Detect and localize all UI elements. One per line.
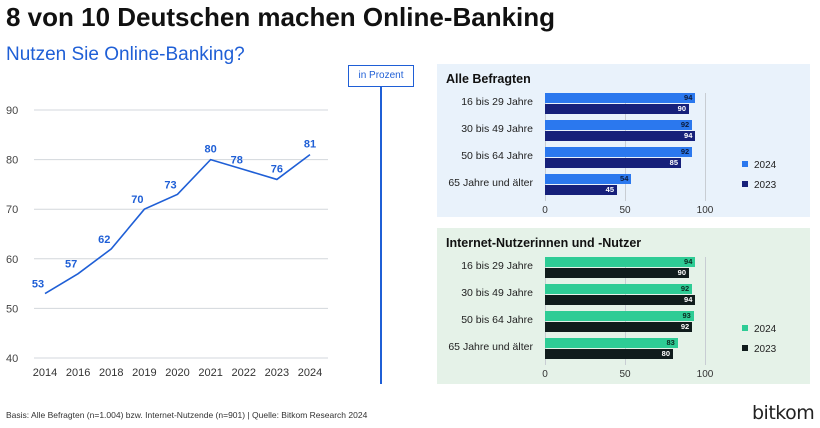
data-label: 81 [304,139,316,151]
panel-all-respondents: Alle Befragten 0 50 100 16 bis 29 Jahre 94 90… [437,64,810,217]
bar: 94 [545,257,696,267]
category-label: 65 Jahre und älter [448,341,533,353]
gridline [705,93,706,201]
source-note: Basis: Alle Befragten (n=1.004) bzw. Int… [6,410,368,420]
bar-value-label: 83 [666,338,675,347]
series-line [44,153,311,295]
bar: 92 [545,322,693,332]
x-tick-label: 2018 [99,367,123,379]
line-chart: 40 50 60 70 80 90 53 57 62 70 73 80 78 76 81 2014 2016 20… [6,105,328,379]
data-label: 76 [271,163,283,175]
bar-value-label: 85 [669,158,678,167]
legend-swatch [742,161,748,167]
bar-value-label: 92 [680,322,690,331]
x-tick-label: 2023 [265,367,289,379]
bar: 90 [545,268,689,278]
panel-title: Alle Befragten [446,72,531,86]
bar: 85 [545,158,681,168]
y-tick-label: 60 [6,254,18,266]
bar: 90 [545,104,689,114]
bar-value-label: 45 [605,185,614,194]
bar: 80 [545,349,673,359]
panel-title: Internet-Nutzerinnen und -Nutzer [446,236,642,250]
bar-value-label: 94 [684,93,693,102]
x-tick-label: 2019 [132,367,156,379]
x-tick-label: 2014 [33,367,57,379]
legend-label: 2024 [754,160,777,171]
bar: 92 [545,120,693,130]
data-label: 78 [231,155,243,167]
bar-value-label: 92 [680,284,690,293]
legend-swatch [742,325,748,331]
y-tick-label: 90 [6,105,18,117]
data-label: 70 [131,194,143,206]
x-tick-label: 50 [619,205,631,216]
x-tick-label: 2021 [198,367,222,379]
bar-value-label: 94 [684,295,693,304]
category-label: 30 bis 49 Jahre [461,123,533,135]
bar-value-label: 80 [661,349,670,358]
chart-subtitle: Nutzen Sie Online-Banking? [6,44,245,65]
bar: 54 [545,174,632,184]
bar: 94 [545,295,696,305]
y-tick-label: 50 [6,303,18,315]
data-label: 62 [98,234,110,246]
bar: 93 [545,311,694,321]
y-tick-label: 70 [6,204,18,216]
legend-label: 2024 [754,324,777,335]
x-tick-label: 2022 [232,367,256,379]
bitkom-logo: bitkom [752,402,815,424]
legend-label: 2023 [754,180,777,191]
x-tick-label: 100 [696,205,714,216]
legend-swatch [742,345,748,351]
legend-label: 2023 [754,344,777,355]
category-label: 16 bis 29 Jahre [461,96,533,108]
x-tick-label: 2016 [66,367,90,379]
bar-value-label: 94 [684,131,693,140]
bar-value-label: 93 [682,311,691,320]
category-label: 30 bis 49 Jahre [461,287,533,299]
legend-item: 2023 [742,344,776,355]
bar-value-label: 92 [680,147,690,156]
legend-swatch [742,181,748,187]
x-tick-label: 50 [619,369,631,380]
panel-internet-users: Internet-Nutzerinnen und -Nutzer 0 50 100 1… [437,228,810,384]
x-tick-label: 2020 [165,367,189,379]
legend-item: 2024 [742,160,776,171]
bar: 94 [545,131,696,141]
x-tick-label: 100 [696,369,714,380]
legend-item: 2023 [742,180,776,191]
bar-value-label: 54 [620,174,629,183]
bar-value-label: 90 [677,104,686,113]
category-label: 50 bis 64 Jahre [461,314,533,326]
y-tick-label: 80 [6,155,18,167]
data-label: 53 [32,279,44,291]
divider-line [380,86,382,384]
bar-value-label: 90 [677,268,686,277]
y-tick-label: 40 [6,353,18,365]
x-tick-label: 0 [542,205,548,216]
data-label: 73 [164,179,176,191]
bar: 83 [545,338,678,348]
x-tick-label: 2024 [298,367,322,379]
data-label: 80 [205,144,217,156]
bar: 94 [545,93,696,103]
category-label: 50 bis 64 Jahre [461,150,533,162]
category-label: 16 bis 29 Jahre [461,260,533,272]
page-title: 8 von 10 Deutschen machen Online-Banking [6,2,556,32]
bar-value-label: 92 [680,120,690,129]
data-label: 57 [65,259,77,271]
bar-value-label: 94 [684,257,693,266]
bar: 45 [545,185,617,195]
bar: 92 [545,284,693,294]
x-tick-label: 0 [542,369,548,380]
category-label: 65 Jahre und älter [448,177,533,189]
unit-label: in Prozent [348,65,414,87]
legend-item: 2024 [742,324,776,335]
gridline [705,257,706,365]
bar: 92 [545,147,693,157]
